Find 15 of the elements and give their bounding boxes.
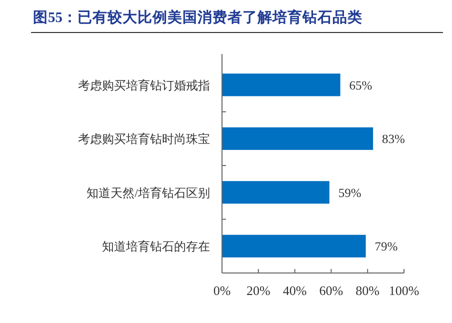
data-label: 59%: [338, 186, 362, 200]
x-tick-label: 40%: [282, 283, 307, 298]
x-tick-label: 0%: [213, 283, 231, 298]
y-tick-label: 知道天然/培育钻石区别: [86, 186, 210, 200]
y-tick-label: 考虑购买培育钻时尚珠宝: [78, 132, 210, 146]
data-label: 79%: [374, 240, 398, 254]
x-tick-label: 80%: [356, 283, 380, 298]
data-label: 65%: [349, 78, 372, 92]
y-tick-label: 知道培育钻石的存在: [102, 240, 210, 254]
x-tick-label: 60%: [319, 283, 344, 298]
x-tick-label: 20%: [246, 283, 270, 298]
title: 图55：已有较大比例美国消费者了解培育钻石品类: [33, 10, 362, 26]
y-tick-label: 考虑购买培育钻订婚戒指: [78, 78, 210, 92]
x-tick-label: 100%: [388, 283, 420, 298]
data-label: 83%: [382, 132, 405, 146]
